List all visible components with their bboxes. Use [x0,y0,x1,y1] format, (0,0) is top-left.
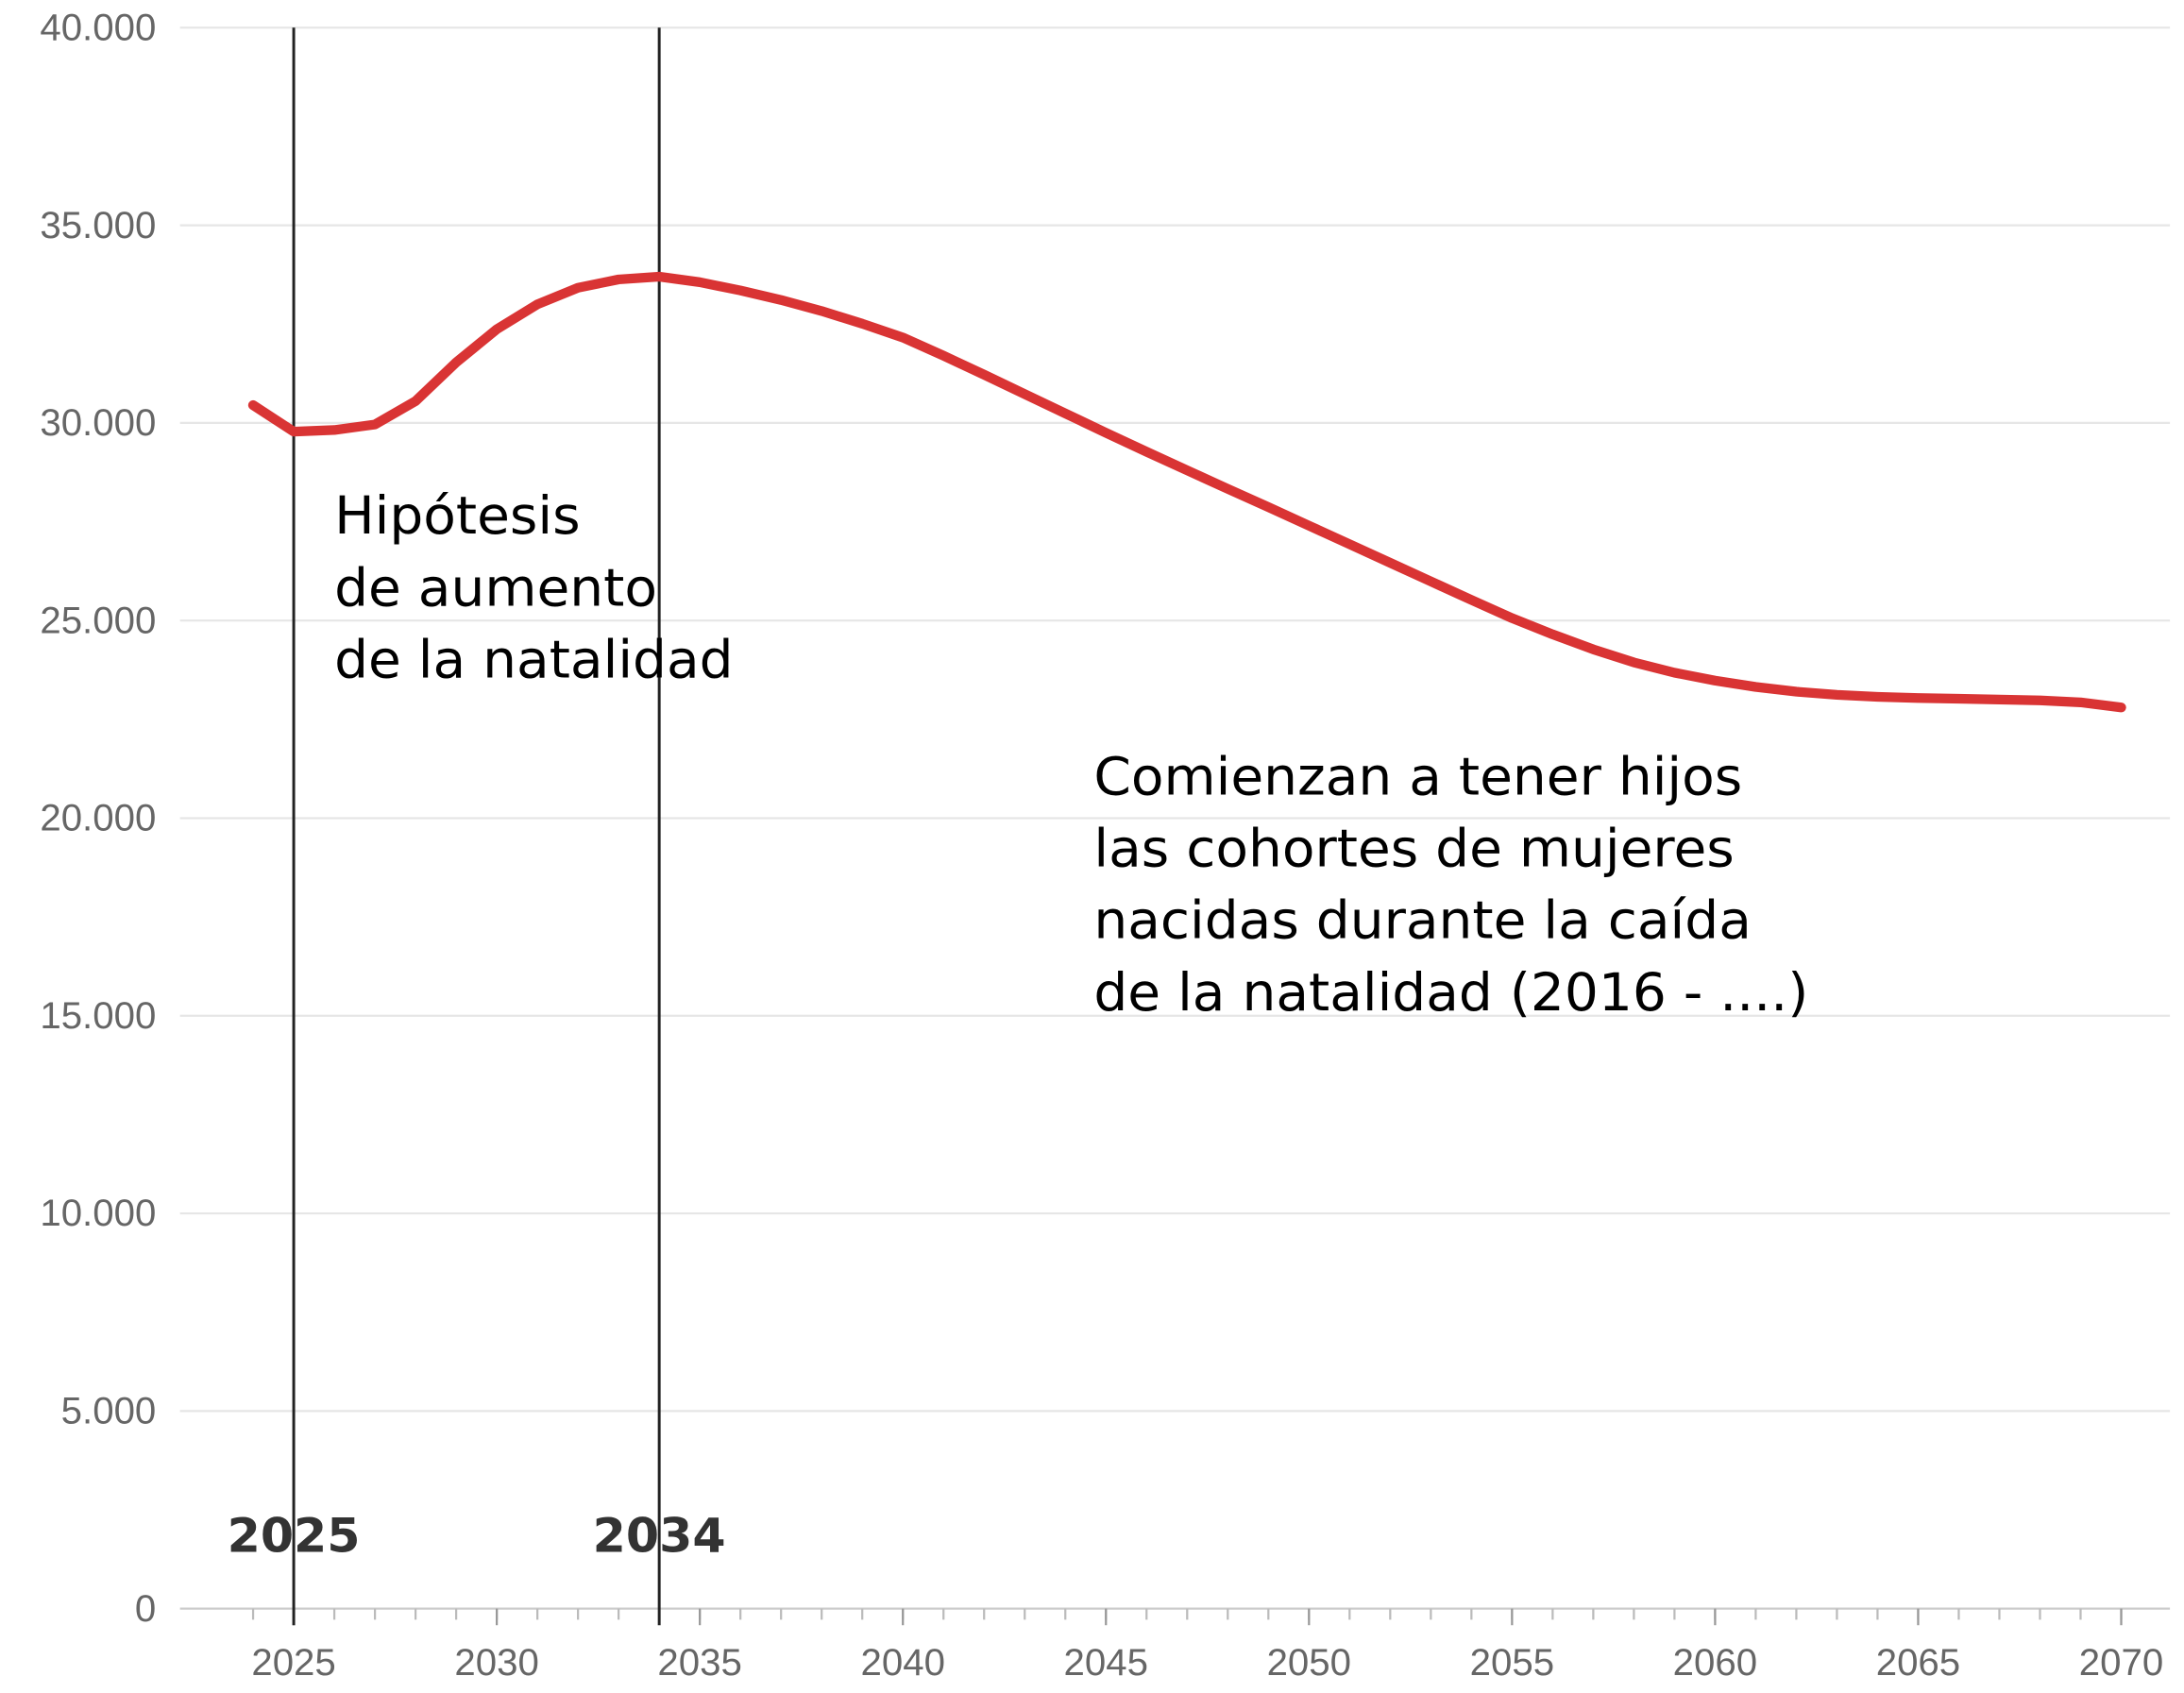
y-tick-label: 15.000 [40,995,156,1037]
y-tick-label: 35.000 [40,205,156,246]
annotation: nacidas durante la caída [1093,890,1752,951]
y-tick-label: 25.000 [40,601,156,642]
y-tick-label: 5.000 [61,1391,157,1432]
y-tick-label: 10.000 [40,1194,156,1235]
annotation: las cohortes de mujeres [1093,819,1734,879]
x-tick-label: 2055 [1470,1642,1554,1684]
y-tick-label: 0 [135,1588,156,1630]
line-series [247,271,2126,713]
x-tick-label: 2060 [1673,1642,1757,1684]
x-tick-label: 2030 [454,1642,538,1684]
y-tick-label: 30.000 [40,402,156,444]
y-tick-label: 20.000 [40,798,156,839]
x-tick-label: 2040 [860,1642,944,1684]
x-tick-label: 2025 [251,1642,335,1684]
annotation: Hipótesis [334,486,581,547]
x-tick-label: 2065 [1876,1642,1960,1684]
y-tick-label: 40.000 [40,8,156,49]
annotation: de la natalidad (2016 - ....) [1093,962,1808,1023]
annotation: Comienzan a tener hijos [1093,747,1742,807]
annotation: de la natalidad [334,630,733,690]
annotation: de aumento [334,558,657,618]
x-tick-label: 2035 [657,1642,741,1684]
x-tick-label: 2050 [1267,1642,1351,1684]
x-tick-label: 2070 [2079,1642,2163,1684]
x-tick-label: 2045 [1064,1642,1148,1684]
